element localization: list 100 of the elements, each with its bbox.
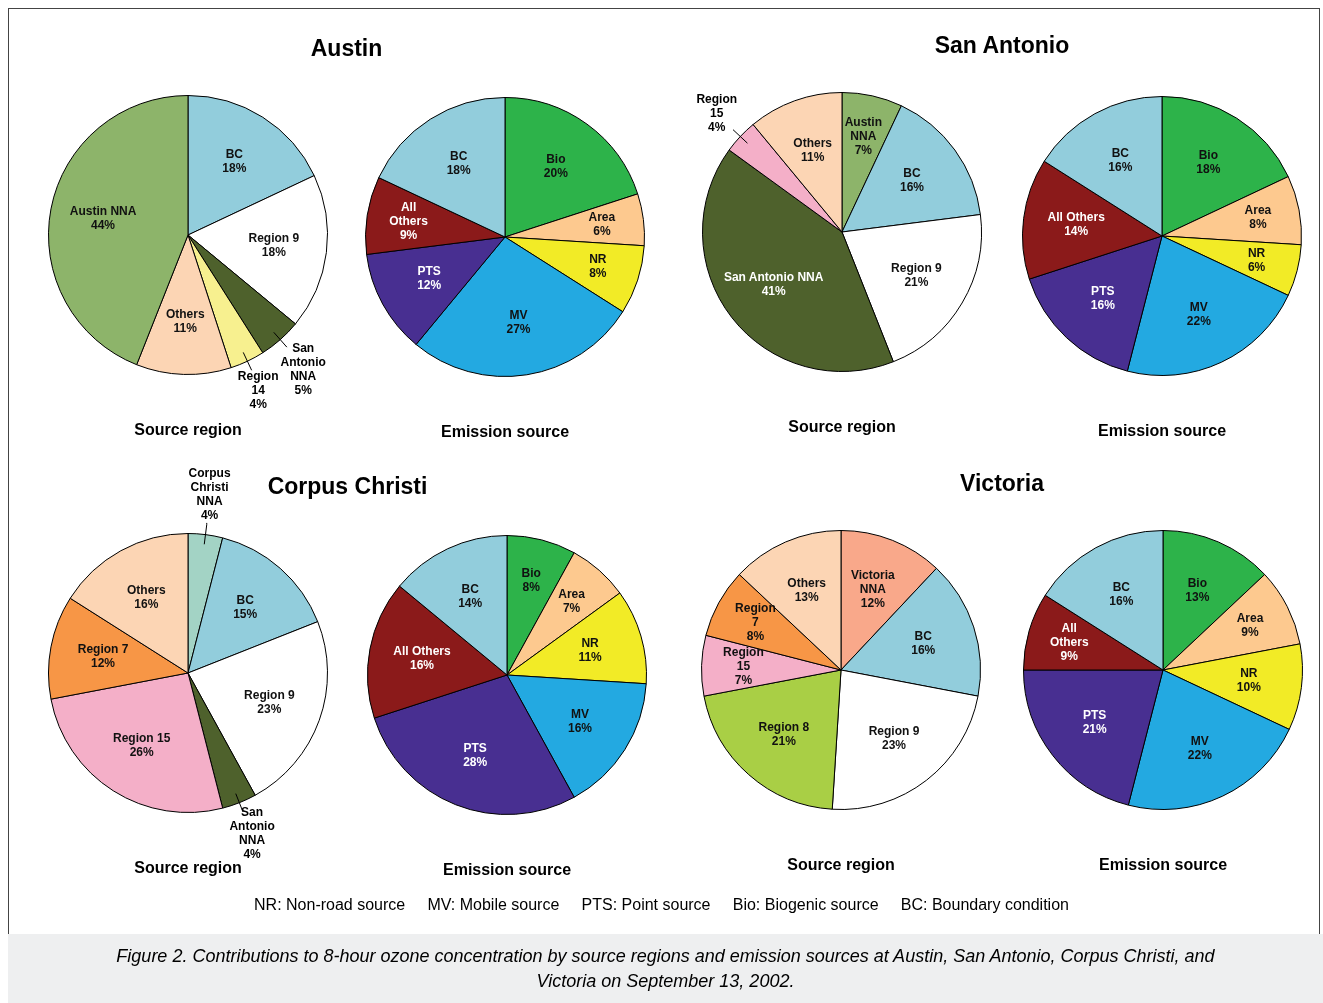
text: Source region xyxy=(788,418,896,436)
slice-label: BC xyxy=(461,582,480,597)
data-label: 14% xyxy=(1064,224,1089,239)
data-label: 18% xyxy=(446,163,471,178)
slice-label: Others xyxy=(793,135,833,150)
slice-label: Austin NNA xyxy=(69,204,137,219)
data-label: 18% xyxy=(261,245,287,260)
slice-label: Austin NNA xyxy=(844,115,882,144)
data-label: 16% xyxy=(568,720,593,735)
slice-label: BC xyxy=(1111,145,1130,160)
chart-title: Victoria xyxy=(960,470,1044,497)
slice-label: Bio xyxy=(546,152,566,167)
slice-label: BC xyxy=(914,628,933,643)
text: Source region xyxy=(134,421,242,439)
chart-title: Corpus Christi xyxy=(267,473,428,500)
slice-label: Region 8 xyxy=(758,720,810,735)
slice-label: BC xyxy=(903,166,921,181)
data-label: 4% xyxy=(243,847,262,862)
slice-label: All Others xyxy=(393,644,452,659)
data-label: 41% xyxy=(761,284,786,299)
data-label: 8% xyxy=(522,579,541,594)
slice-label: MV xyxy=(509,307,528,322)
data-label: 22% xyxy=(1187,747,1213,762)
data-label: 16% xyxy=(410,658,435,673)
data-label: 4% xyxy=(249,397,268,412)
data-label: 15% xyxy=(233,607,258,622)
slice-label: San Antonio NNA xyxy=(280,340,326,383)
data-label: 12% xyxy=(860,595,886,610)
data-label: 8% xyxy=(1249,217,1267,232)
text: NR: Non-road source MV: Mobile source PTS: Point source Bio: Biogenic source BC: Boundary condition xyxy=(253,896,1070,914)
slice-label: Region 15 xyxy=(112,731,171,746)
slice-label: BC xyxy=(225,147,244,162)
slice-label: Region 9 xyxy=(248,231,300,246)
slice-label: Region 9 xyxy=(868,723,920,738)
data-label: 9% xyxy=(1241,624,1260,639)
data-label: 22% xyxy=(1186,313,1212,328)
slice-label: PTS xyxy=(417,263,441,278)
slice-label: Region 14 xyxy=(237,369,279,398)
slice-label: NR xyxy=(1247,245,1266,260)
chart-title: Austin xyxy=(310,35,383,62)
slice-label: PTS xyxy=(463,740,487,755)
data-label: 16% xyxy=(134,596,159,611)
data-label: 4% xyxy=(708,120,726,135)
slice-label: MV xyxy=(571,706,590,721)
data-label: 20% xyxy=(543,166,569,181)
slice-label: Region 7 xyxy=(735,601,776,630)
caption: Figure 2. Contributions to 8-hour ozone concentration by source regions and emission sources at Austin, San Antonio, Corpus Christi, and Victoria on September 13, 2002. xyxy=(8,934,1323,1003)
data-label: 8% xyxy=(746,629,765,644)
data-label: 16% xyxy=(899,180,925,195)
slice-label: BC xyxy=(1112,579,1131,594)
data-label: 11% xyxy=(173,320,198,335)
slice-label: MV xyxy=(1190,733,1209,748)
slice-label: Region 15 xyxy=(723,645,764,674)
text: Emission source xyxy=(440,423,570,441)
slice-label: Bio xyxy=(1198,148,1219,163)
data-label: 10% xyxy=(1236,680,1262,695)
slice-label: Others xyxy=(165,306,205,321)
data-label: 18% xyxy=(1196,162,1221,177)
slice-label: Area xyxy=(1244,203,1272,218)
data-label: 23% xyxy=(257,701,282,716)
slice-label: BC xyxy=(236,593,255,608)
slice-label: Others xyxy=(126,582,166,597)
slice-label: Corpus Christi NNA xyxy=(188,466,231,509)
data-label: 16% xyxy=(911,642,936,657)
slice-label: All Others xyxy=(389,200,429,229)
data-label: 16% xyxy=(1108,159,1133,174)
data-label: 4% xyxy=(200,508,219,523)
data-label: 44% xyxy=(91,218,116,233)
slice-label: All Others xyxy=(1049,621,1089,650)
slice-label: NR xyxy=(589,252,607,267)
data-label: 21% xyxy=(1082,722,1107,737)
data-label: 18% xyxy=(222,161,247,176)
data-label: 8% xyxy=(589,266,607,281)
data-label: 14% xyxy=(458,596,483,611)
slice-label: Area xyxy=(588,210,616,225)
slice-label: All Others xyxy=(1047,210,1106,225)
data-label: 6% xyxy=(593,224,611,239)
slice-label: Region 7 xyxy=(77,642,129,657)
data-label: 16% xyxy=(1090,298,1116,313)
data-label: 12% xyxy=(91,656,116,671)
data-label: 6% xyxy=(1247,259,1266,274)
text: Emission source xyxy=(1097,422,1227,440)
data-label: 7% xyxy=(562,601,581,616)
slice-label: Region 9 xyxy=(244,687,296,702)
slice-label: NR xyxy=(581,636,600,651)
slice-label: PTS xyxy=(1082,708,1107,723)
data-label: 27% xyxy=(506,321,531,336)
slice-label: NR xyxy=(1240,666,1258,681)
chart-title: San Antonio xyxy=(934,32,1070,59)
slice-label: Area xyxy=(558,587,586,602)
data-label: 12% xyxy=(417,277,442,292)
slice-label: Others xyxy=(787,575,827,590)
slice-label: Area xyxy=(1236,610,1264,625)
data-label: 7% xyxy=(734,673,753,688)
slice-label: Victoria NNA xyxy=(850,567,896,596)
data-label: 23% xyxy=(881,737,907,752)
slice-label: Bio xyxy=(1187,575,1208,590)
slice-label: PTS xyxy=(1091,284,1115,299)
data-label: 21% xyxy=(904,275,929,290)
slice-label: BC xyxy=(449,149,468,164)
